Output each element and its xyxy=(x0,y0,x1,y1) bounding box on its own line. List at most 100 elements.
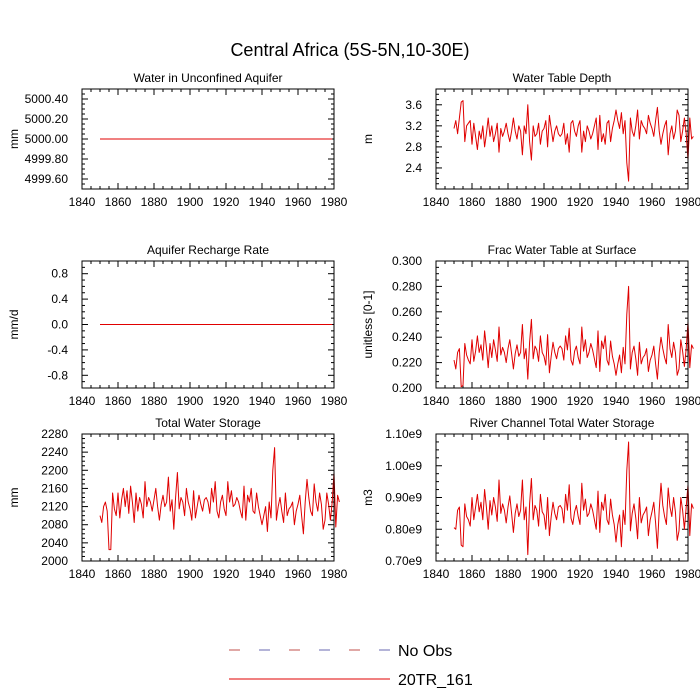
x-tick-label: 1880 xyxy=(141,195,168,209)
series-line xyxy=(453,441,694,556)
plot-frame xyxy=(435,88,689,190)
legend-item: No Obs xyxy=(229,643,452,660)
y-tick-label: 0.90e9 xyxy=(385,491,422,505)
x-tick-label: 1840 xyxy=(423,195,450,209)
x-tick-label: 1980 xyxy=(321,394,348,408)
x-tick-label: 1920 xyxy=(213,394,240,408)
panel-title: River Channel Total Water Storage xyxy=(470,416,655,430)
x-tick-label: 1880 xyxy=(495,394,522,408)
x-tick-label: 1880 xyxy=(141,567,168,581)
y-tick-label: 1.10e9 xyxy=(385,427,422,441)
panel-frac-water-table: Frac Water Table at Surface unitless [0-1… xyxy=(361,243,700,408)
y-tick-label: 5000.00 xyxy=(25,132,69,146)
y-tick-label: 0.240 xyxy=(392,330,422,344)
x-tick-label: 1940 xyxy=(603,394,630,408)
x-tick-label: 1960 xyxy=(639,567,666,581)
panel-water-table-depth: Water Table Depth m 1840 1860 1880 1900 1920 19… xyxy=(361,71,700,209)
x-tick-label: 1880 xyxy=(495,195,522,209)
y-tick-label: 2160 xyxy=(41,481,68,495)
x-tick-label: 1960 xyxy=(285,195,312,209)
y-axis-label: mm xyxy=(7,488,21,508)
figure-title: Central Africa (5S-5N,10-30E) xyxy=(230,40,469,60)
x-tick-label: 1840 xyxy=(423,567,450,581)
y-axis-label: unitless [0-1] xyxy=(361,290,375,358)
y-tick-label: 0.4 xyxy=(51,292,68,306)
x-tick-label: 1980 xyxy=(675,394,700,408)
y-tick-label: 2120 xyxy=(41,500,68,514)
x-tick-label: 1960 xyxy=(285,394,312,408)
x-tick-label: 1940 xyxy=(249,567,276,581)
legend: No Obs 20TR_161 xyxy=(229,643,473,689)
x-tick-label: 1880 xyxy=(141,394,168,408)
y-tick-label: 0.280 xyxy=(392,279,422,293)
plot-frame xyxy=(81,88,335,190)
x-tick-label: 1980 xyxy=(321,195,348,209)
x-tick-label: 1960 xyxy=(639,195,666,209)
y-tick-label: 2280 xyxy=(41,427,68,441)
panel-unconfined-aquifer: Water in Unconfined Aquifer mm 1840 1860 188… xyxy=(7,71,348,209)
x-tick-label: 1920 xyxy=(567,195,594,209)
x-tick-label: 1840 xyxy=(423,394,450,408)
x-tick-label: 1960 xyxy=(285,567,312,581)
x-tick-label: 1900 xyxy=(177,394,204,408)
panel-title: Water in Unconfined Aquifer xyxy=(134,71,283,85)
plot-frame xyxy=(81,260,335,389)
y-tick-label: 3.2 xyxy=(405,119,422,133)
panel-title: Total Water Storage xyxy=(155,416,261,430)
y-tick-label: -0.8 xyxy=(47,368,68,382)
y-tick-label: 4999.80 xyxy=(25,152,69,166)
y-tick-label: 0.200 xyxy=(392,381,422,395)
x-tick-label: 1860 xyxy=(459,195,486,209)
x-tick-label: 1940 xyxy=(249,195,276,209)
x-tick-label: 1980 xyxy=(321,567,348,581)
x-tick-label: 1860 xyxy=(105,567,132,581)
series-line xyxy=(453,100,694,182)
x-tick-label: 1920 xyxy=(567,567,594,581)
plot-frame xyxy=(81,433,335,562)
y-axis-label: mm xyxy=(7,129,21,149)
x-tick-label: 1840 xyxy=(69,394,96,408)
y-tick-label: 2000 xyxy=(41,554,68,568)
x-tick-label: 1940 xyxy=(603,195,630,209)
y-axis-label: mm/d xyxy=(7,310,21,340)
y-tick-label: 2.4 xyxy=(405,161,422,175)
y-tick-label: 0.8 xyxy=(51,267,68,281)
y-tick-label: 3.6 xyxy=(405,98,422,112)
legend-label: 20TR_161 xyxy=(398,672,473,689)
panel-river-channel-storage: River Channel Total Water Storage m3 1840 1… xyxy=(361,416,700,581)
legend-item: 20TR_161 xyxy=(229,672,473,689)
x-tick-label: 1920 xyxy=(567,394,594,408)
series-line xyxy=(99,447,340,551)
y-tick-label: 0.80e9 xyxy=(385,522,422,536)
y-tick-label: 5000.20 xyxy=(25,112,69,126)
y-tick-label: 0.0 xyxy=(51,318,68,332)
plot-frame xyxy=(435,260,689,389)
panel-title: Aquifer Recharge Rate xyxy=(147,243,269,257)
x-tick-label: 1860 xyxy=(105,394,132,408)
x-tick-label: 1920 xyxy=(213,195,240,209)
x-tick-label: 1860 xyxy=(459,394,486,408)
x-tick-label: 1900 xyxy=(177,567,204,581)
y-tick-label: 2040 xyxy=(41,536,68,550)
y-tick-label: 2240 xyxy=(41,445,68,459)
y-tick-label: 0.70e9 xyxy=(385,554,422,568)
x-tick-label: 1900 xyxy=(531,394,558,408)
y-axis-label: m xyxy=(361,134,375,144)
y-tick-label: 0.260 xyxy=(392,305,422,319)
x-tick-label: 1860 xyxy=(459,567,486,581)
y-tick-label: -0.4 xyxy=(47,343,68,357)
y-tick-label: 2.8 xyxy=(405,140,422,154)
x-tick-label: 1980 xyxy=(675,195,700,209)
x-tick-label: 1860 xyxy=(105,195,132,209)
x-tick-label: 1840 xyxy=(69,567,96,581)
x-tick-label: 1840 xyxy=(69,195,96,209)
x-tick-label: 1880 xyxy=(495,567,522,581)
x-tick-label: 1960 xyxy=(639,394,666,408)
panel-title: Water Table Depth xyxy=(513,71,612,85)
x-tick-label: 1900 xyxy=(177,195,204,209)
y-tick-label: 0.220 xyxy=(392,356,422,370)
panels: Water in Unconfined Aquifer mm 1840 1860 188… xyxy=(7,71,700,581)
y-tick-label: 0.300 xyxy=(392,254,422,268)
legend-label: No Obs xyxy=(398,643,452,660)
x-tick-label: 1900 xyxy=(531,195,558,209)
